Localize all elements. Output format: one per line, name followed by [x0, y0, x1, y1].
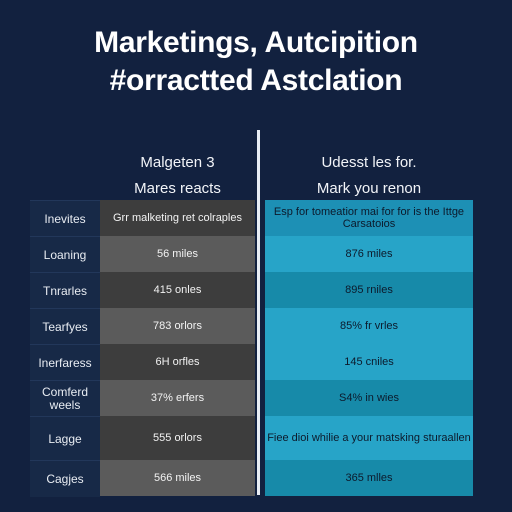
left-cell: 56 miles	[100, 236, 255, 272]
page-title: Marketings, Autcipition #orractted Astcl…	[0, 24, 512, 100]
title-line-2: #orractted Astclation	[109, 64, 403, 97]
row-label: Inerfaress	[30, 344, 100, 381]
left-cell: 566 miles	[100, 460, 255, 496]
left-cell: Grr malketing ret colraples	[100, 200, 255, 236]
left-cell: 783 orlors	[100, 308, 255, 344]
row-label: Cagjes	[30, 460, 100, 497]
right-cell: 85% fr vrles	[265, 308, 473, 344]
right-column-header: Udesst les for. Mark you renon	[265, 150, 473, 202]
left-header-line-2: Mares reacts	[134, 180, 221, 197]
right-cell: 145 cniles	[265, 344, 473, 380]
row-label: Tearfyes	[30, 308, 100, 345]
right-cell: Esp for tomeatior mai for for is the Itt…	[265, 200, 473, 236]
right-header-line-1: Udesst les for.	[321, 154, 417, 171]
left-cell: 415 onles	[100, 272, 255, 308]
row-label: Loaning	[30, 236, 100, 273]
right-cell: 895 rniles	[265, 272, 473, 308]
row-label: Tnrarles	[30, 272, 100, 309]
column-divider	[257, 130, 260, 495]
right-cell: Fiee dioi whilie a your matsking sturaal…	[265, 416, 473, 460]
row-label: Lagge	[30, 416, 100, 461]
left-cell: 37% erfers	[100, 380, 255, 416]
title-line-1: Marketings, Autcipition	[94, 26, 418, 59]
left-column-header: Malgeten 3 Mares reacts	[100, 150, 255, 202]
left-cell: 6H orfles	[100, 344, 255, 380]
left-header-line-1: Malgeten 3	[140, 154, 215, 171]
right-cell: 876 miles	[265, 236, 473, 272]
right-cell: 365 mlles	[265, 460, 473, 496]
right-cell: S4% in wies	[265, 380, 473, 416]
right-header-line-2: Mark you renon	[316, 180, 422, 197]
left-cell: 555 orlors	[100, 416, 255, 460]
row-label: Inevites	[30, 200, 100, 237]
row-label: Comferd weels	[30, 380, 100, 417]
